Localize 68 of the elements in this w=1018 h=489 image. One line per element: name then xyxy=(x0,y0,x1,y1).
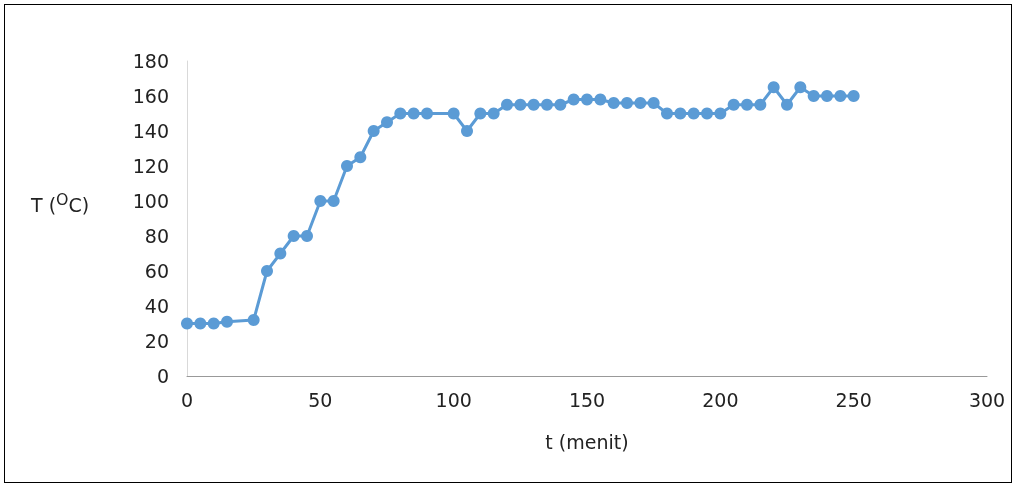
point xyxy=(741,98,753,111)
point xyxy=(181,317,193,330)
point xyxy=(367,125,380,137)
point xyxy=(581,93,593,106)
y-tick-label: 60 xyxy=(144,260,169,282)
point xyxy=(607,97,620,109)
point xyxy=(647,97,660,109)
point xyxy=(194,317,207,330)
point xyxy=(781,98,793,111)
point xyxy=(554,98,567,111)
x-tick-label: 50 xyxy=(308,388,333,411)
point xyxy=(687,107,700,120)
point xyxy=(487,107,500,120)
point xyxy=(767,81,780,94)
point xyxy=(674,107,687,120)
point xyxy=(274,247,287,260)
x-tick-label: 200 xyxy=(702,388,739,411)
point xyxy=(474,107,487,120)
point xyxy=(567,93,580,106)
point xyxy=(807,90,820,102)
point xyxy=(701,107,713,120)
x-tick-label: 0 xyxy=(180,388,194,411)
point xyxy=(407,107,420,120)
point xyxy=(634,97,647,109)
x-tick-label: 300 xyxy=(968,388,1006,411)
y-tick-label: 0 xyxy=(156,365,169,387)
point xyxy=(221,315,233,328)
point xyxy=(727,98,740,111)
y-tick-label: 180 xyxy=(132,50,169,72)
point xyxy=(754,98,767,111)
point xyxy=(354,151,367,164)
point xyxy=(287,230,300,242)
y-tick-label: 40 xyxy=(144,295,169,317)
point xyxy=(821,90,833,102)
point xyxy=(514,98,527,111)
point xyxy=(461,125,473,137)
point xyxy=(314,195,327,207)
point xyxy=(261,265,273,277)
y-tick-label: 80 xyxy=(144,225,169,247)
point xyxy=(447,107,460,120)
point xyxy=(594,93,607,106)
point xyxy=(661,107,673,120)
point xyxy=(394,107,407,120)
x-tick-label: 150 xyxy=(568,388,606,411)
point xyxy=(541,98,553,111)
point xyxy=(247,314,260,326)
point xyxy=(794,81,807,94)
y-tick-label: 100 xyxy=(132,190,169,212)
point xyxy=(714,107,727,120)
point xyxy=(327,195,340,207)
y-tick-label: 20 xyxy=(144,330,169,352)
y-tick-label: 160 xyxy=(132,85,169,107)
x-axis-title: t (menit) xyxy=(545,430,629,453)
y-tick-label: 140 xyxy=(132,120,169,142)
x-tick-label: 100 xyxy=(435,388,472,411)
point xyxy=(501,98,513,111)
point xyxy=(527,98,540,111)
point xyxy=(834,90,847,102)
point xyxy=(381,116,393,129)
y-axis-title: T ($^{O}$C) xyxy=(31,190,90,217)
point xyxy=(207,317,220,330)
point xyxy=(421,107,433,120)
point xyxy=(621,97,633,109)
point xyxy=(301,230,313,242)
point xyxy=(847,90,860,102)
y-tick-label: 120 xyxy=(132,155,169,177)
point xyxy=(341,160,353,172)
x-tick-label: 250 xyxy=(835,388,872,411)
